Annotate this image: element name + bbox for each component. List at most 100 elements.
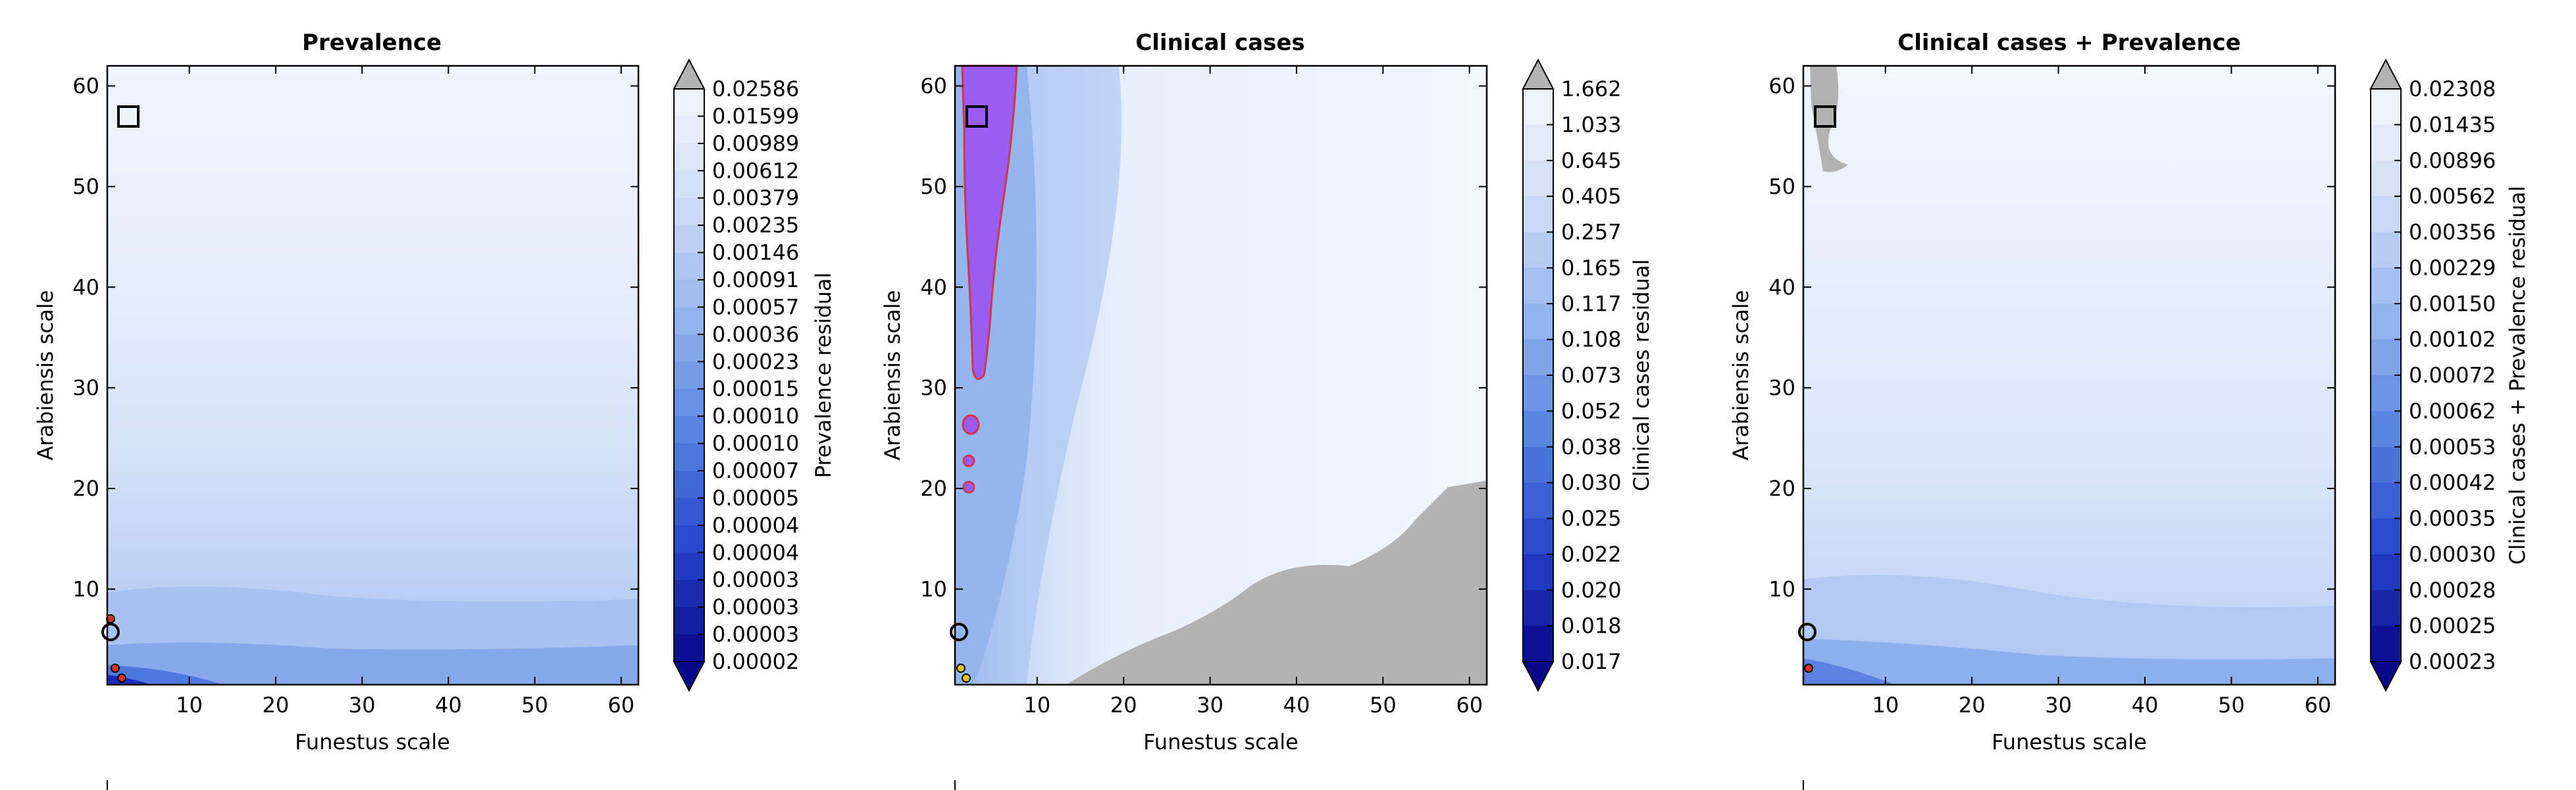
colorbar-tick-label: 0.00146 xyxy=(712,240,799,265)
x-ticks: 10 20 30 40 50 60 xyxy=(176,66,634,718)
colorbar-segment xyxy=(674,471,704,498)
colorbar-tick-label: 0.00989 xyxy=(712,131,799,156)
x-ticks: 10 20 30 40 50 60 xyxy=(1872,66,2331,718)
colorbar-segment xyxy=(674,443,704,471)
x-tick-label: 50 xyxy=(521,693,548,718)
x-axis-label: Funestus scale xyxy=(1143,729,1299,754)
x-tick-label: 60 xyxy=(2304,693,2331,718)
colorbar-segment xyxy=(674,498,704,526)
colorbar-tick-label: 0.00007 xyxy=(712,458,799,483)
x-tick-label: 30 xyxy=(2045,693,2072,718)
marker-square xyxy=(966,105,988,128)
y-tick-label: 40 xyxy=(72,275,99,300)
colorbar-tick-label: 0.257 xyxy=(1561,220,1622,245)
marker-square xyxy=(117,105,140,128)
panel-title: Clinical cases xyxy=(1135,30,1304,56)
colorbar-segment xyxy=(1523,554,1553,591)
colorbar-segment xyxy=(2371,590,2401,627)
y-tick-label: 50 xyxy=(1768,174,1795,199)
colorbar-tick-label: 0.00010 xyxy=(712,431,799,456)
marker-yellow xyxy=(956,664,966,673)
colorbar-segment xyxy=(674,89,704,117)
colorbar-label: Clinical cases residual xyxy=(1629,259,1654,492)
colorbar-tick-label: 0.00562 xyxy=(2409,184,2496,209)
colorbar-tick-label: 0.00025 xyxy=(2409,614,2496,639)
colorbar-tick-label: 0.00003 xyxy=(712,622,799,647)
colorbar-segment xyxy=(2371,267,2401,304)
y-ticks: 10 20 30 40 50 60 xyxy=(72,74,638,602)
colorbar-tick-label: 0.405 xyxy=(1561,184,1622,209)
colorbar-segment xyxy=(2371,625,2401,662)
y-axis-label: Arabiensis scale xyxy=(1728,290,1753,461)
colorbar-tick-label: 0.052 xyxy=(1561,398,1622,423)
colorbar-segment xyxy=(674,361,704,390)
saturated-region xyxy=(1066,481,1487,685)
x-tick-label: 60 xyxy=(1456,693,1483,718)
colorbar-segment xyxy=(674,579,704,608)
colorbar-tick-label: 0.00072 xyxy=(2409,363,2496,388)
colorbar-tick-label: 0.00150 xyxy=(2409,291,2496,316)
colorbar-tick-label: 0.00379 xyxy=(712,186,799,211)
x-tick-label: 40 xyxy=(2132,693,2159,718)
colorbar-tick-label: 0.018 xyxy=(1561,614,1622,639)
colorbar: 1.662 1.033 0.645 0.405 0.257 0.165 0.117 0.108… xyxy=(1522,58,1622,693)
colorbar-tick-label: 0.00062 xyxy=(2409,398,2496,423)
marker-red xyxy=(1804,664,1813,673)
colorbar-extend-low xyxy=(2369,661,2402,693)
contour-field xyxy=(107,66,638,685)
colorbar-segment xyxy=(674,552,704,581)
colorbar-segment xyxy=(2371,124,2401,161)
plot-frame xyxy=(954,65,1488,686)
colorbar-segment xyxy=(1523,303,1553,340)
x-tick-label: 20 xyxy=(263,693,290,718)
x-tick-label: 40 xyxy=(1283,693,1310,718)
colorbar-tick-label: 0.00023 xyxy=(2409,649,2496,674)
colorbar-tick-label: 0.00356 xyxy=(2409,220,2496,245)
best-region xyxy=(961,65,1018,381)
colorbar-tick-label: 1.033 xyxy=(1561,112,1622,137)
x-tick-label: 30 xyxy=(349,693,376,718)
y-tick-label: 10 xyxy=(920,577,947,602)
x-tick-label: 50 xyxy=(2218,693,2245,718)
colorbar-tick-label: 0.02586 xyxy=(712,76,799,101)
colorbar-segment xyxy=(1523,196,1553,232)
colorbar-tick-label: 0.025 xyxy=(1561,506,1622,531)
colorbar-extend-low xyxy=(673,661,706,693)
colorbar-tick-label: 0.00035 xyxy=(2409,506,2496,531)
colorbar-tick-label: 0.00015 xyxy=(712,377,799,402)
y-ticks: 10 20 30 40 50 60 xyxy=(920,74,1487,602)
colorbar-segment xyxy=(674,280,704,307)
colorbar-segment xyxy=(2371,196,2401,232)
y-tick-label: 30 xyxy=(920,375,947,400)
y-tick-label: 60 xyxy=(1768,74,1795,99)
contour-band xyxy=(107,665,224,685)
colorbar-extend-high xyxy=(2369,58,2402,90)
colorbar-segment xyxy=(2371,411,2401,448)
y-tick-label: 60 xyxy=(920,74,947,99)
colorbar-extend-low xyxy=(1522,661,1555,693)
colorbar-segment xyxy=(674,252,704,280)
y-tick-label: 20 xyxy=(1768,476,1795,501)
y-axis-label: Arabiensis scale xyxy=(33,290,58,461)
marker-circle xyxy=(950,623,968,641)
colorbar-segment xyxy=(1523,124,1553,161)
marker-circle xyxy=(101,623,120,641)
colorbar-segment xyxy=(1523,446,1553,483)
y-tick-label: 30 xyxy=(72,375,99,400)
colorbar-tick-label: 0.00102 xyxy=(2409,327,2496,352)
y-tick-label: 40 xyxy=(1768,275,1795,300)
y-tick-label: 50 xyxy=(72,174,99,199)
colorbar-tick-label: 0.017 xyxy=(1561,649,1622,674)
colorbar-tick-label: 0.117 xyxy=(1561,291,1622,316)
marker-yellow xyxy=(962,673,971,683)
y-tick-label: 40 xyxy=(920,275,947,300)
best-region xyxy=(962,414,980,435)
x-tick-label: 20 xyxy=(1110,693,1137,718)
y-tick-label: 30 xyxy=(1768,375,1795,400)
x-tick-label: 40 xyxy=(435,693,462,718)
marker-red xyxy=(117,673,126,683)
x-axis-label: Funestus scale xyxy=(295,729,450,754)
contour-band xyxy=(1803,658,1895,685)
colorbar-segment xyxy=(674,388,704,417)
colorbar-tick-label: 0.038 xyxy=(1561,434,1622,460)
